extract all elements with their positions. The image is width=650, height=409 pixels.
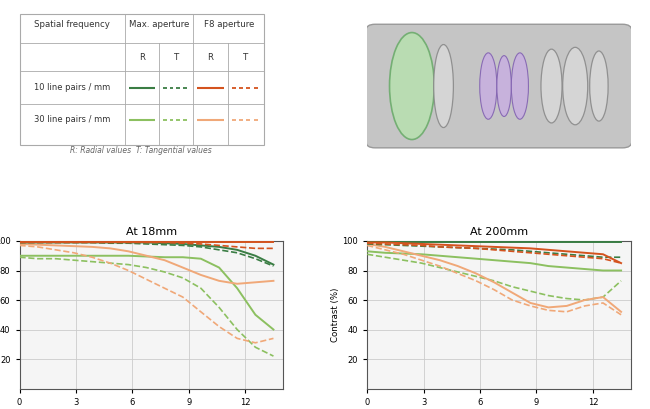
Title: At 200mm: At 200mm [470, 227, 528, 238]
Text: R: Radial values  T: Tangential values: R: Radial values T: Tangential values [70, 146, 211, 155]
Title: At 18mm: At 18mm [125, 227, 177, 238]
FancyBboxPatch shape [366, 24, 632, 148]
Ellipse shape [563, 47, 588, 125]
Text: R: R [139, 53, 145, 62]
Ellipse shape [590, 51, 608, 121]
Ellipse shape [541, 49, 562, 123]
Ellipse shape [480, 53, 497, 119]
Text: Max. aperture: Max. aperture [129, 20, 189, 29]
Ellipse shape [512, 53, 528, 119]
FancyBboxPatch shape [20, 14, 265, 145]
Text: 10 line pairs / mm: 10 line pairs / mm [34, 83, 111, 92]
Text: T: T [243, 53, 248, 62]
Y-axis label: Contrast (%): Contrast (%) [331, 288, 339, 342]
Ellipse shape [497, 56, 512, 117]
Text: F8 aperture: F8 aperture [203, 20, 254, 29]
Ellipse shape [389, 33, 434, 139]
Text: Spatial frequency: Spatial frequency [34, 20, 110, 29]
Text: T: T [174, 53, 179, 62]
Text: R: R [207, 53, 213, 62]
Ellipse shape [434, 45, 454, 128]
Text: 30 line pairs / mm: 30 line pairs / mm [34, 115, 111, 124]
